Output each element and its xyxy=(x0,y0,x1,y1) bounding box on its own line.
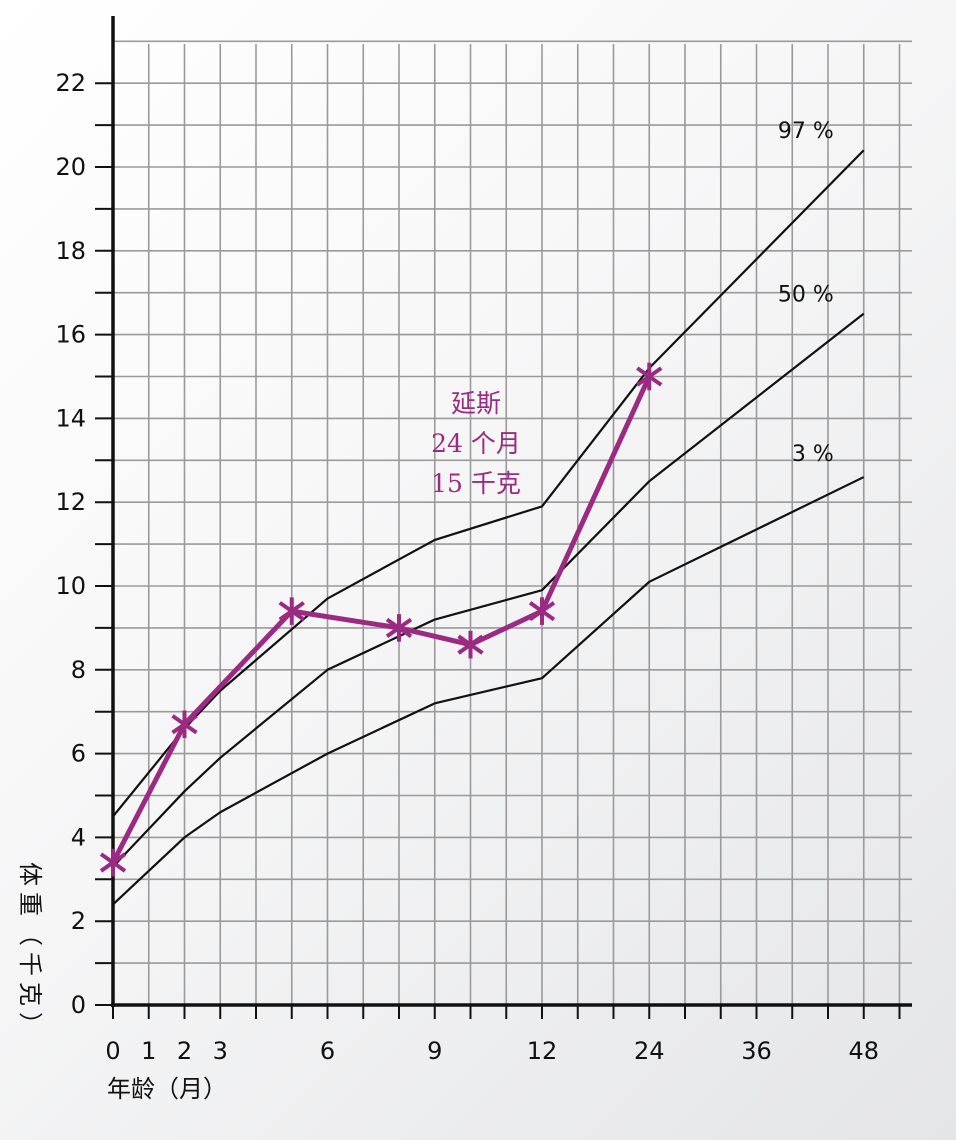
x-tick-label: 9 xyxy=(427,1037,442,1065)
y-tick-label: 0 xyxy=(71,991,86,1019)
x-axis-title: 年龄（月） xyxy=(107,1075,227,1103)
x-tick-label: 36 xyxy=(741,1037,772,1065)
y-tick-label: 8 xyxy=(71,656,86,684)
x-tick-label: 3 xyxy=(213,1037,228,1065)
annotation-line: 延斯 xyxy=(451,389,501,418)
y-tick-label: 18 xyxy=(55,237,86,265)
x-tick-label: 6 xyxy=(320,1037,335,1065)
y-tick-label: 4 xyxy=(71,823,86,851)
percentile-label: 3 % xyxy=(792,442,834,467)
y-tick-label: 22 xyxy=(55,69,86,97)
x-tick-label: 48 xyxy=(848,1037,879,1065)
percentile-label: 97 % xyxy=(778,119,834,144)
y-tick-label: 12 xyxy=(55,488,86,516)
y-tick-label: 6 xyxy=(71,740,86,768)
y-tick-label: 16 xyxy=(55,321,86,349)
child-weight-point xyxy=(171,710,198,739)
x-tick-label: 12 xyxy=(527,1037,558,1065)
percentile-label: 50 % xyxy=(778,283,834,308)
child-weight-point xyxy=(99,848,127,877)
grid xyxy=(113,40,912,1005)
x-tick-label: 24 xyxy=(634,1037,665,1065)
y-tick-label: 20 xyxy=(55,153,86,181)
y-axis-title: 体重（千克） xyxy=(16,862,44,1042)
child-weight-point xyxy=(457,630,484,659)
annotation-line: 15 千克 xyxy=(431,469,521,498)
annotation-line: 24 个月 xyxy=(431,429,521,458)
child-weight-point xyxy=(385,614,413,642)
percentile-curve xyxy=(112,476,865,906)
point-annotation: 延斯 24 个月 15 千克 xyxy=(431,389,521,498)
y-tick-label: 2 xyxy=(71,907,86,935)
y-tick-label: 10 xyxy=(55,572,86,600)
child-weight-point xyxy=(636,362,663,391)
child-weight-point xyxy=(528,597,556,625)
y-tick-label: 14 xyxy=(55,404,86,432)
percentile-curve xyxy=(112,312,865,868)
child-weight-point xyxy=(278,597,305,625)
x-tick-label: 0 xyxy=(105,1037,120,1065)
x-tick-label: 1 xyxy=(141,1037,156,1065)
child-weight-line xyxy=(110,375,652,864)
x-tick-label: 2 xyxy=(177,1037,192,1065)
